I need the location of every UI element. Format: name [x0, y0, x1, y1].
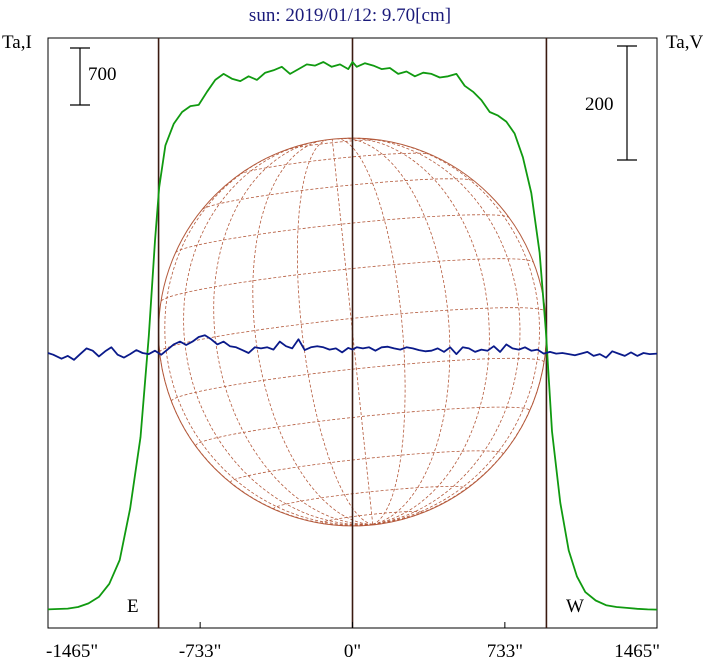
disk-longitude-line	[297, 139, 373, 525]
disk-longitude-line	[337, 138, 406, 525]
disk-longitude-line	[252, 140, 373, 525]
x-tick-label: -733"	[179, 641, 222, 662]
chart-title: sun: 2019/01/12: 9.70[cm]	[249, 5, 451, 26]
disk-longitude-line	[346, 137, 490, 525]
scale-bar-left: 700	[70, 47, 117, 106]
x-tick-label: 0"	[344, 641, 361, 662]
disk-latitude-line	[229, 450, 504, 484]
disk-longitude-line	[342, 138, 451, 525]
x-tick-label: 1465"	[614, 641, 660, 662]
series-line-stokes-i	[47, 61, 658, 611]
x-tick-label: -1465"	[46, 641, 98, 662]
disk-latitude-line	[195, 406, 530, 446]
disk-longitude-line	[358, 137, 521, 525]
solar-disk-grid	[158, 137, 547, 527]
east-limb-label: E	[127, 596, 139, 617]
disk-longitude-line	[159, 352, 373, 526]
right-axis-label: Ta,V	[666, 32, 703, 53]
limb-lines	[157, 38, 548, 628]
disk-longitude-line	[323, 523, 373, 527]
left-axis-label: Ta,I	[2, 32, 32, 53]
disk-latitude-line	[202, 178, 474, 210]
scale-bar-left-value: 700	[88, 64, 117, 85]
series-layer	[47, 61, 658, 611]
disk-longitude-line	[183, 143, 373, 526]
disk-longitude-line	[372, 513, 421, 525]
scale-bar-right: 200	[585, 45, 637, 161]
disk-longitude-line	[372, 311, 547, 525]
series-line-stokes-v	[47, 334, 658, 361]
disk-latitude-line	[160, 258, 534, 302]
west-limb-label: W	[566, 596, 584, 617]
disk-longitude-line	[372, 141, 540, 525]
x-axis-ticks: -1465" -733" 0" 733" 1465"	[46, 622, 660, 662]
disk-latitude-line	[175, 214, 510, 253]
disk-latitude-line	[273, 486, 467, 510]
disk-longitude-line	[213, 140, 373, 525]
disk-longitude-line	[164, 153, 373, 526]
x-tick-label: 733"	[487, 641, 523, 662]
scale-bar-right-value: 200	[585, 94, 614, 115]
disk-latitude-line	[285, 139, 381, 151]
